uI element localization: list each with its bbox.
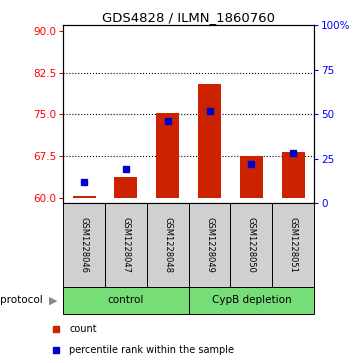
Title: GDS4828 / ILMN_1860760: GDS4828 / ILMN_1860760 (102, 11, 275, 24)
Text: percentile rank within the sample: percentile rank within the sample (69, 345, 234, 355)
Text: control: control (108, 295, 144, 305)
Bar (114, 176, 138, 198)
Bar (63, 203, 105, 287)
Bar (73, 196, 96, 198)
Text: GSM1228046: GSM1228046 (79, 217, 88, 273)
Text: CypB depletion: CypB depletion (212, 295, 291, 305)
Text: count: count (69, 324, 97, 334)
Bar (188, 203, 230, 287)
Text: GSM1228049: GSM1228049 (205, 217, 214, 273)
Bar (272, 203, 314, 287)
Text: GSM1228051: GSM1228051 (289, 217, 298, 273)
Text: GSM1228047: GSM1228047 (121, 217, 130, 273)
Text: GSM1228050: GSM1228050 (247, 217, 256, 273)
Bar (282, 152, 305, 198)
Bar (198, 84, 221, 198)
Bar (63, 287, 188, 314)
Bar (230, 203, 272, 287)
Text: GSM1228048: GSM1228048 (163, 217, 172, 273)
Bar (156, 113, 179, 198)
Bar (240, 156, 263, 198)
Text: protocol: protocol (0, 295, 43, 305)
Bar (147, 203, 188, 287)
Text: ▶: ▶ (49, 295, 57, 305)
Bar (105, 203, 147, 287)
Bar (188, 287, 314, 314)
